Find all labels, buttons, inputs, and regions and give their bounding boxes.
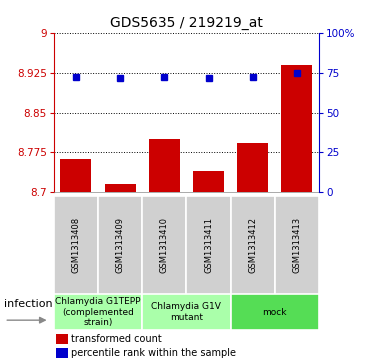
Text: Chlamydia G1TEPP
(complemented
strain): Chlamydia G1TEPP (complemented strain)	[55, 297, 141, 327]
Bar	[193, 171, 224, 192]
Bar	[60, 159, 91, 192]
Text: GSM1313413: GSM1313413	[292, 217, 302, 273]
Text: GSM1313410: GSM1313410	[160, 217, 169, 273]
Bar	[56, 348, 68, 358]
Text: GSM1313412: GSM1313412	[248, 217, 257, 273]
Title: GDS5635 / 219219_at: GDS5635 / 219219_at	[110, 16, 263, 30]
Text: mock: mock	[263, 308, 287, 317]
Bar	[54, 294, 142, 330]
Bar	[231, 196, 275, 294]
Bar	[98, 196, 142, 294]
Bar	[142, 294, 231, 330]
Bar	[105, 184, 135, 192]
Bar	[149, 139, 180, 192]
Bar	[275, 196, 319, 294]
Text: Chlamydia G1V
mutant: Chlamydia G1V mutant	[151, 302, 221, 322]
Bar	[186, 196, 231, 294]
Bar	[282, 65, 312, 192]
Text: GSM1313411: GSM1313411	[204, 217, 213, 273]
Text: GSM1313409: GSM1313409	[116, 217, 125, 273]
Text: transformed count: transformed count	[71, 334, 162, 344]
Text: percentile rank within the sample: percentile rank within the sample	[71, 348, 236, 358]
Bar	[237, 143, 268, 192]
Bar	[56, 334, 68, 344]
Bar	[231, 294, 319, 330]
Bar	[54, 196, 98, 294]
Text: GSM1313408: GSM1313408	[71, 217, 81, 273]
Text: infection: infection	[4, 299, 53, 309]
Bar	[142, 196, 186, 294]
